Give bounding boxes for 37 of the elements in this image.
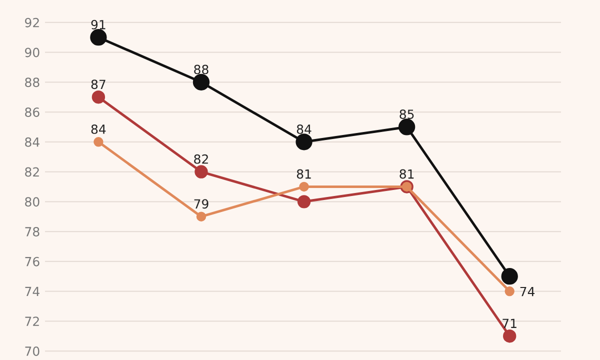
data-label: 82 (194, 154, 208, 164)
point (192, 74, 210, 90)
y-tick-label: 90 (25, 48, 40, 58)
point (299, 182, 309, 192)
data-label: 85 (400, 110, 414, 119)
data-label: 87 (91, 80, 106, 90)
y-tick-label: 92 (25, 18, 39, 28)
data-label: 88 (194, 64, 208, 74)
point (297, 195, 311, 208)
data-label: 74 (520, 287, 535, 296)
point (196, 212, 206, 222)
data-label: 84 (91, 124, 106, 134)
data-label: 81 (296, 169, 311, 179)
y-tick-label: 88 (25, 78, 40, 88)
point (92, 90, 106, 104)
point (94, 137, 104, 147)
point (90, 29, 107, 46)
point (504, 286, 514, 296)
point (501, 268, 518, 285)
data-label: 79 (194, 199, 208, 209)
y-tick-label: 70 (25, 346, 40, 356)
y-tick-label: 84 (25, 137, 40, 147)
point (398, 118, 416, 136)
y-tick-label: 80 (25, 197, 40, 207)
point (296, 134, 312, 150)
y-tick-label: 76 (25, 256, 40, 266)
y-tick-label: 72 (25, 316, 39, 326)
data-label: 81 (400, 169, 414, 179)
y-tick-label: 74 (25, 286, 40, 296)
point (194, 165, 208, 178)
data-label: 84 (296, 124, 312, 134)
y-tick-label: 82 (25, 167, 39, 177)
point (503, 330, 516, 343)
data-label: 71 (502, 318, 516, 328)
y-tick-label: 78 (25, 227, 40, 236)
data-label: 91 (91, 20, 106, 30)
y-tick-label: 86 (25, 108, 40, 117)
